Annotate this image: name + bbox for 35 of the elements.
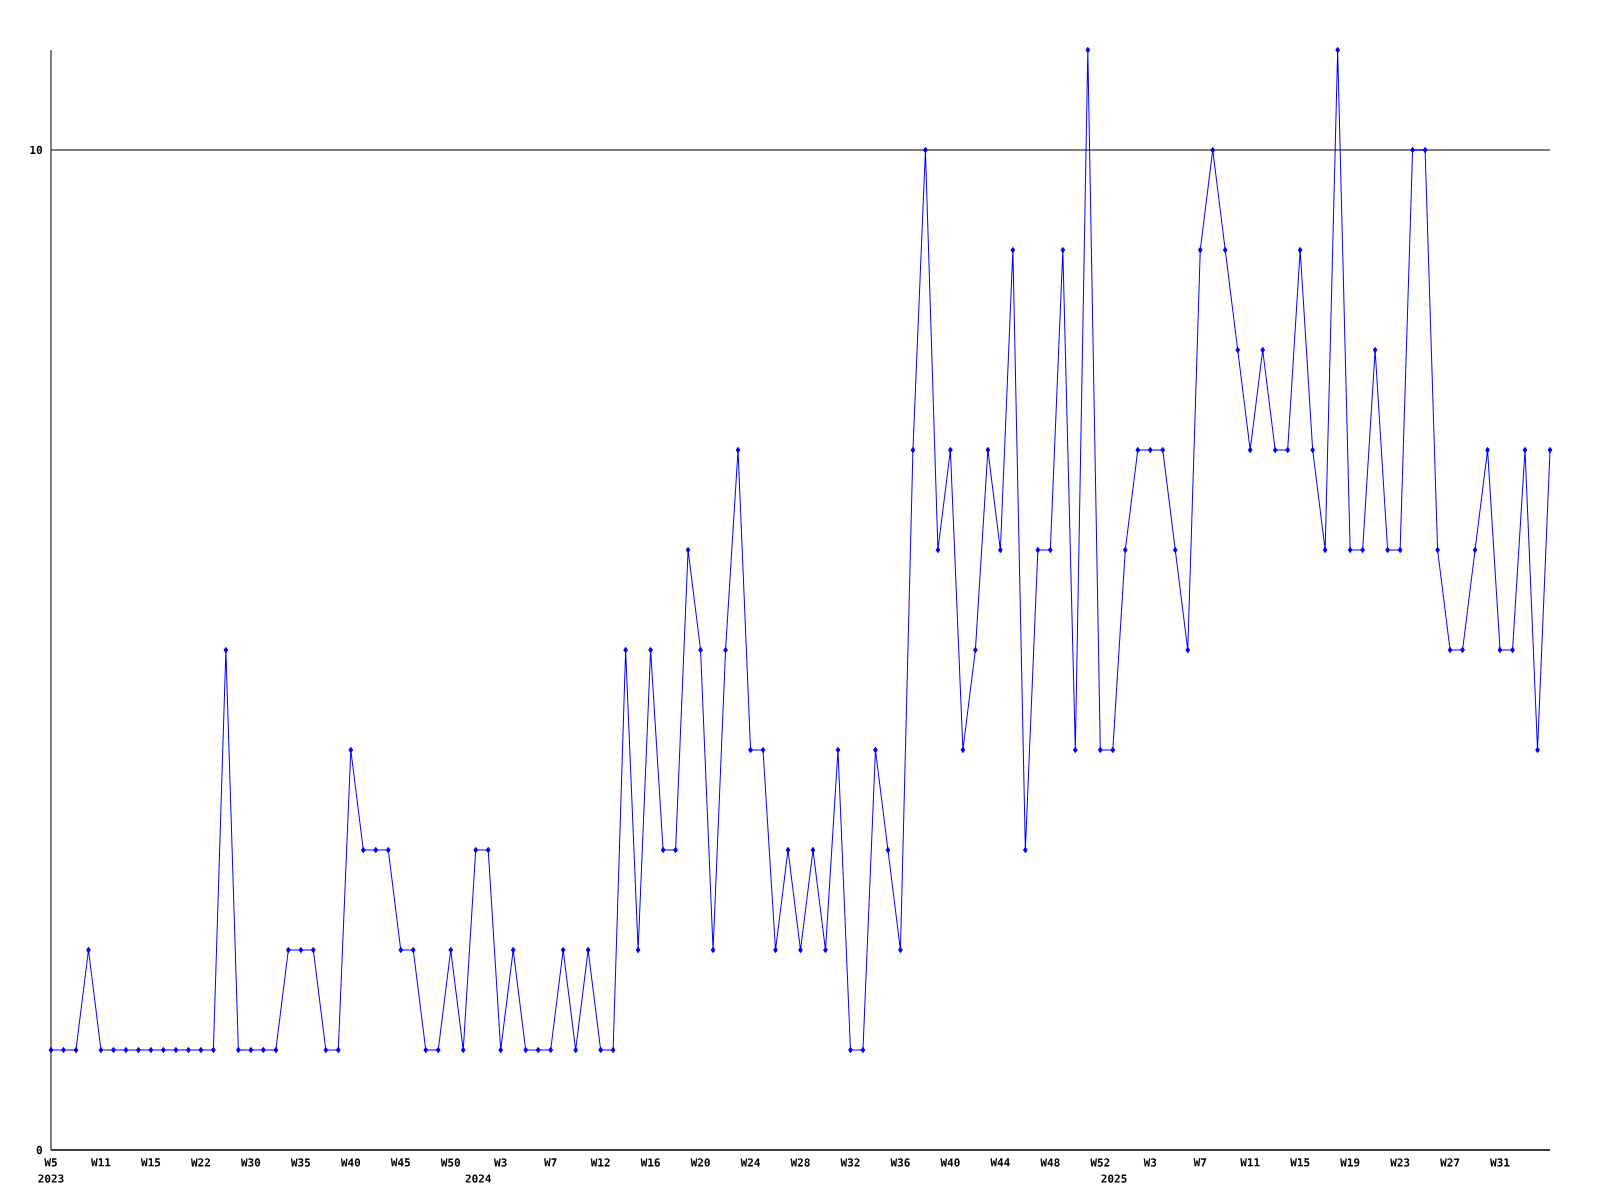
x-tick-label: W15 (1290, 1158, 1310, 1167)
x-tick-label: W28 (790, 1158, 810, 1167)
x-tick-label: W24 (740, 1158, 760, 1167)
x-tick-label: W32 (840, 1158, 860, 1167)
x-tick-label: W19 (1340, 1158, 1360, 1167)
x-tick-label: W11 (1240, 1158, 1260, 1167)
x-tick-label: W22 (190, 1158, 210, 1167)
x-tick-label: W44 (990, 1158, 1010, 1167)
x-tick-label: W15 (141, 1158, 161, 1167)
x-tick-label: W35 (290, 1158, 311, 1167)
x-tick-label: W11 (91, 1158, 111, 1167)
x-tick-label: W48 (1040, 1158, 1060, 1167)
text: 2024 (465, 1174, 491, 1183)
x-tick-label: W3 (494, 1158, 507, 1167)
x-tick-label: W3 (1143, 1158, 1157, 1167)
x-tick-label: W12 (590, 1158, 610, 1167)
x-tick-label: W7 (544, 1158, 557, 1167)
x-tick-label: W36 (890, 1158, 910, 1167)
x-tick-label: W31 (1490, 1158, 1510, 1167)
x-tick-label: W20 (690, 1158, 710, 1167)
y-tick-label: 0 (36, 1145, 43, 1155)
x-tick-label: W40 (340, 1158, 361, 1167)
x-tick-label: W23 (1390, 1158, 1410, 1167)
y-tick-label: 10 (30, 145, 42, 155)
x-tick-label: W40 (940, 1158, 960, 1167)
x-tick-label: W50 (440, 1158, 461, 1167)
x-tick-label: W16 (640, 1158, 660, 1167)
x-tick-label: W7 (1193, 1158, 1207, 1167)
x-tick-label: W27 (1440, 1158, 1460, 1167)
text: 2023 (38, 1174, 64, 1183)
x-tick-label: W45 (390, 1158, 410, 1167)
x-tick-label: W30 (240, 1158, 261, 1167)
x-tick-label: W5 (44, 1158, 57, 1167)
x-tick-label: W52 (1090, 1158, 1110, 1167)
text: 2025 (1101, 1174, 1127, 1183)
